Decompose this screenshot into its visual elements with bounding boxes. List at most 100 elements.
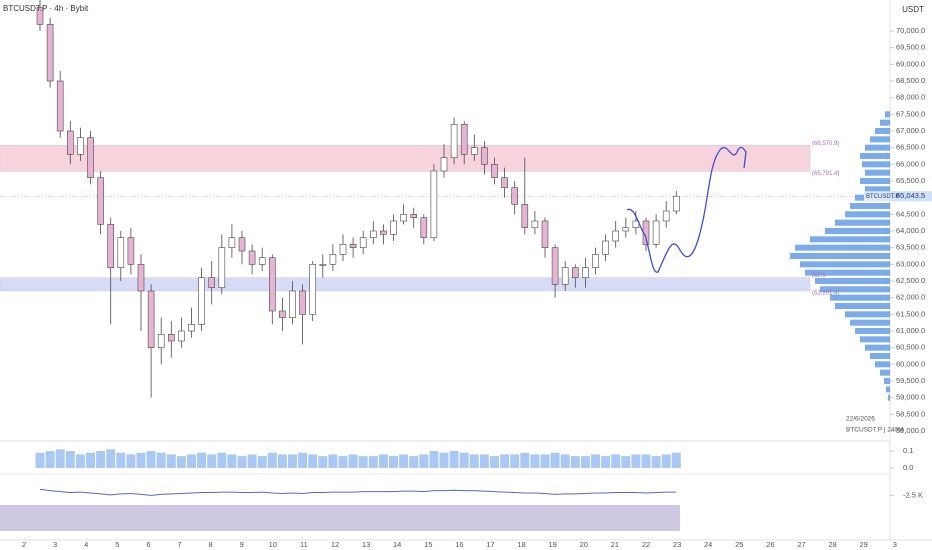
candle-body (551, 247, 559, 285)
candle-body (521, 204, 529, 228)
y-tick-label: 69,500.0 (896, 43, 925, 52)
x-tick-label: 29 (860, 540, 868, 549)
candle-body (339, 244, 347, 255)
zone-label: (62,201.4) (812, 291, 839, 297)
y-tick-label: 58,000.0 (896, 426, 925, 435)
x-tick-label: 28 (828, 540, 836, 549)
candle-body (410, 214, 418, 218)
volume-bar (257, 456, 267, 468)
volume-bar (358, 456, 368, 468)
volume-bar (409, 456, 419, 468)
volume-profile-bar (888, 394, 890, 401)
x-tick-label: 12 (331, 540, 339, 549)
volume-bar (237, 456, 247, 468)
x-tick-label: 21 (611, 540, 619, 549)
volume-bar (277, 454, 287, 468)
candle-body (531, 220, 539, 228)
volume-bar (378, 454, 388, 468)
zone (0, 145, 811, 172)
y-tick-label: 69,000.0 (896, 59, 925, 68)
volume-bar (439, 452, 449, 468)
y-tick-label: 0.1 (903, 446, 913, 455)
x-tick-label: 15 (424, 540, 432, 549)
candle-body (571, 267, 579, 278)
zones (0, 111, 890, 401)
volume-bar (671, 452, 681, 468)
volume-profile-bar (862, 161, 890, 168)
volume-profile-bar (845, 311, 890, 318)
volume-profile-bar (875, 361, 890, 368)
volume-bar (45, 451, 55, 468)
volume-bar (510, 454, 520, 468)
x-tick-label: 8 (209, 540, 213, 549)
volume-bar (328, 454, 338, 468)
candle-body (602, 240, 609, 255)
x-tick-label: 5 (115, 540, 119, 549)
y-tick-label: 0.0 (903, 463, 913, 472)
x-tick-label: 19 (549, 540, 557, 549)
candle-body (541, 220, 549, 248)
y-tick-label: 66,500.0 (896, 143, 925, 152)
volume-bar (419, 454, 429, 468)
candle-body (107, 224, 114, 268)
volume-profile-bar (870, 353, 890, 359)
volume-profile-bar (805, 269, 890, 276)
candle-body (652, 220, 660, 245)
volume-profile-bar (865, 144, 890, 151)
volume-bar (55, 449, 65, 468)
last-price-tag (890, 191, 932, 202)
x-tick-label: 13 (362, 540, 370, 549)
candle-body (511, 187, 519, 205)
volume-profile-bar (850, 203, 890, 209)
candle-body (87, 137, 94, 178)
volume-bar (459, 452, 469, 468)
volume-bar (520, 452, 530, 468)
candle-body (450, 124, 458, 158)
volume-bar (399, 454, 409, 468)
volume-profile-bar (860, 178, 890, 184)
x-tick-label: 26 (766, 540, 774, 549)
symbol-label: BTCUSDT.P (866, 194, 899, 200)
volume-bar (318, 456, 328, 468)
y-tick-label: 62,500.0 (896, 276, 925, 285)
candle-body (369, 230, 377, 238)
last-price-label: 65,043.5 (896, 191, 925, 200)
volume-profile-bar (815, 278, 890, 284)
x-tick-label: 20 (580, 540, 588, 549)
volume-bar (429, 451, 439, 468)
volume-bar (308, 454, 318, 468)
volume-profile-bar (865, 344, 890, 351)
y-tick-label: 64,000.0 (896, 226, 925, 235)
candle-body (460, 124, 468, 155)
volume-profile-bar (875, 128, 890, 134)
volume-profile-bar (865, 169, 890, 176)
interval-note: BTCUSDT.P | 240M (846, 427, 904, 434)
volume-bar (651, 456, 661, 468)
volume-bar (631, 454, 641, 468)
x-tick-label: 18 (517, 540, 525, 549)
volume-bar (368, 456, 378, 468)
x-tick-label: 9 (240, 540, 244, 549)
candle-body (299, 290, 306, 315)
volume-bar (338, 456, 348, 468)
volume-bar (227, 454, 237, 468)
volume-bar (166, 454, 176, 468)
zone (0, 277, 811, 292)
candle-body (319, 264, 327, 266)
volume-profile-bar (810, 236, 890, 243)
x-tick-label: 10 (269, 540, 277, 549)
volume-profile-bar (835, 219, 890, 226)
volume-bar (469, 454, 479, 468)
candle-body (36, 7, 44, 25)
zone-label: (65,791.4) (812, 171, 839, 177)
volume-bar (298, 452, 308, 468)
candle-body (117, 237, 125, 268)
candle-body (198, 277, 205, 325)
volume-profile-bar (885, 111, 890, 118)
y-tick-label: 66,000.0 (896, 159, 925, 168)
volume-bar (611, 454, 621, 468)
chart-title: BTCUSDT.P · 4h · Bybit (3, 4, 89, 13)
candle-body (97, 177, 104, 225)
y-tick-label: 62,000.0 (896, 293, 925, 302)
y-tick-label: 59,500.0 (896, 376, 925, 385)
